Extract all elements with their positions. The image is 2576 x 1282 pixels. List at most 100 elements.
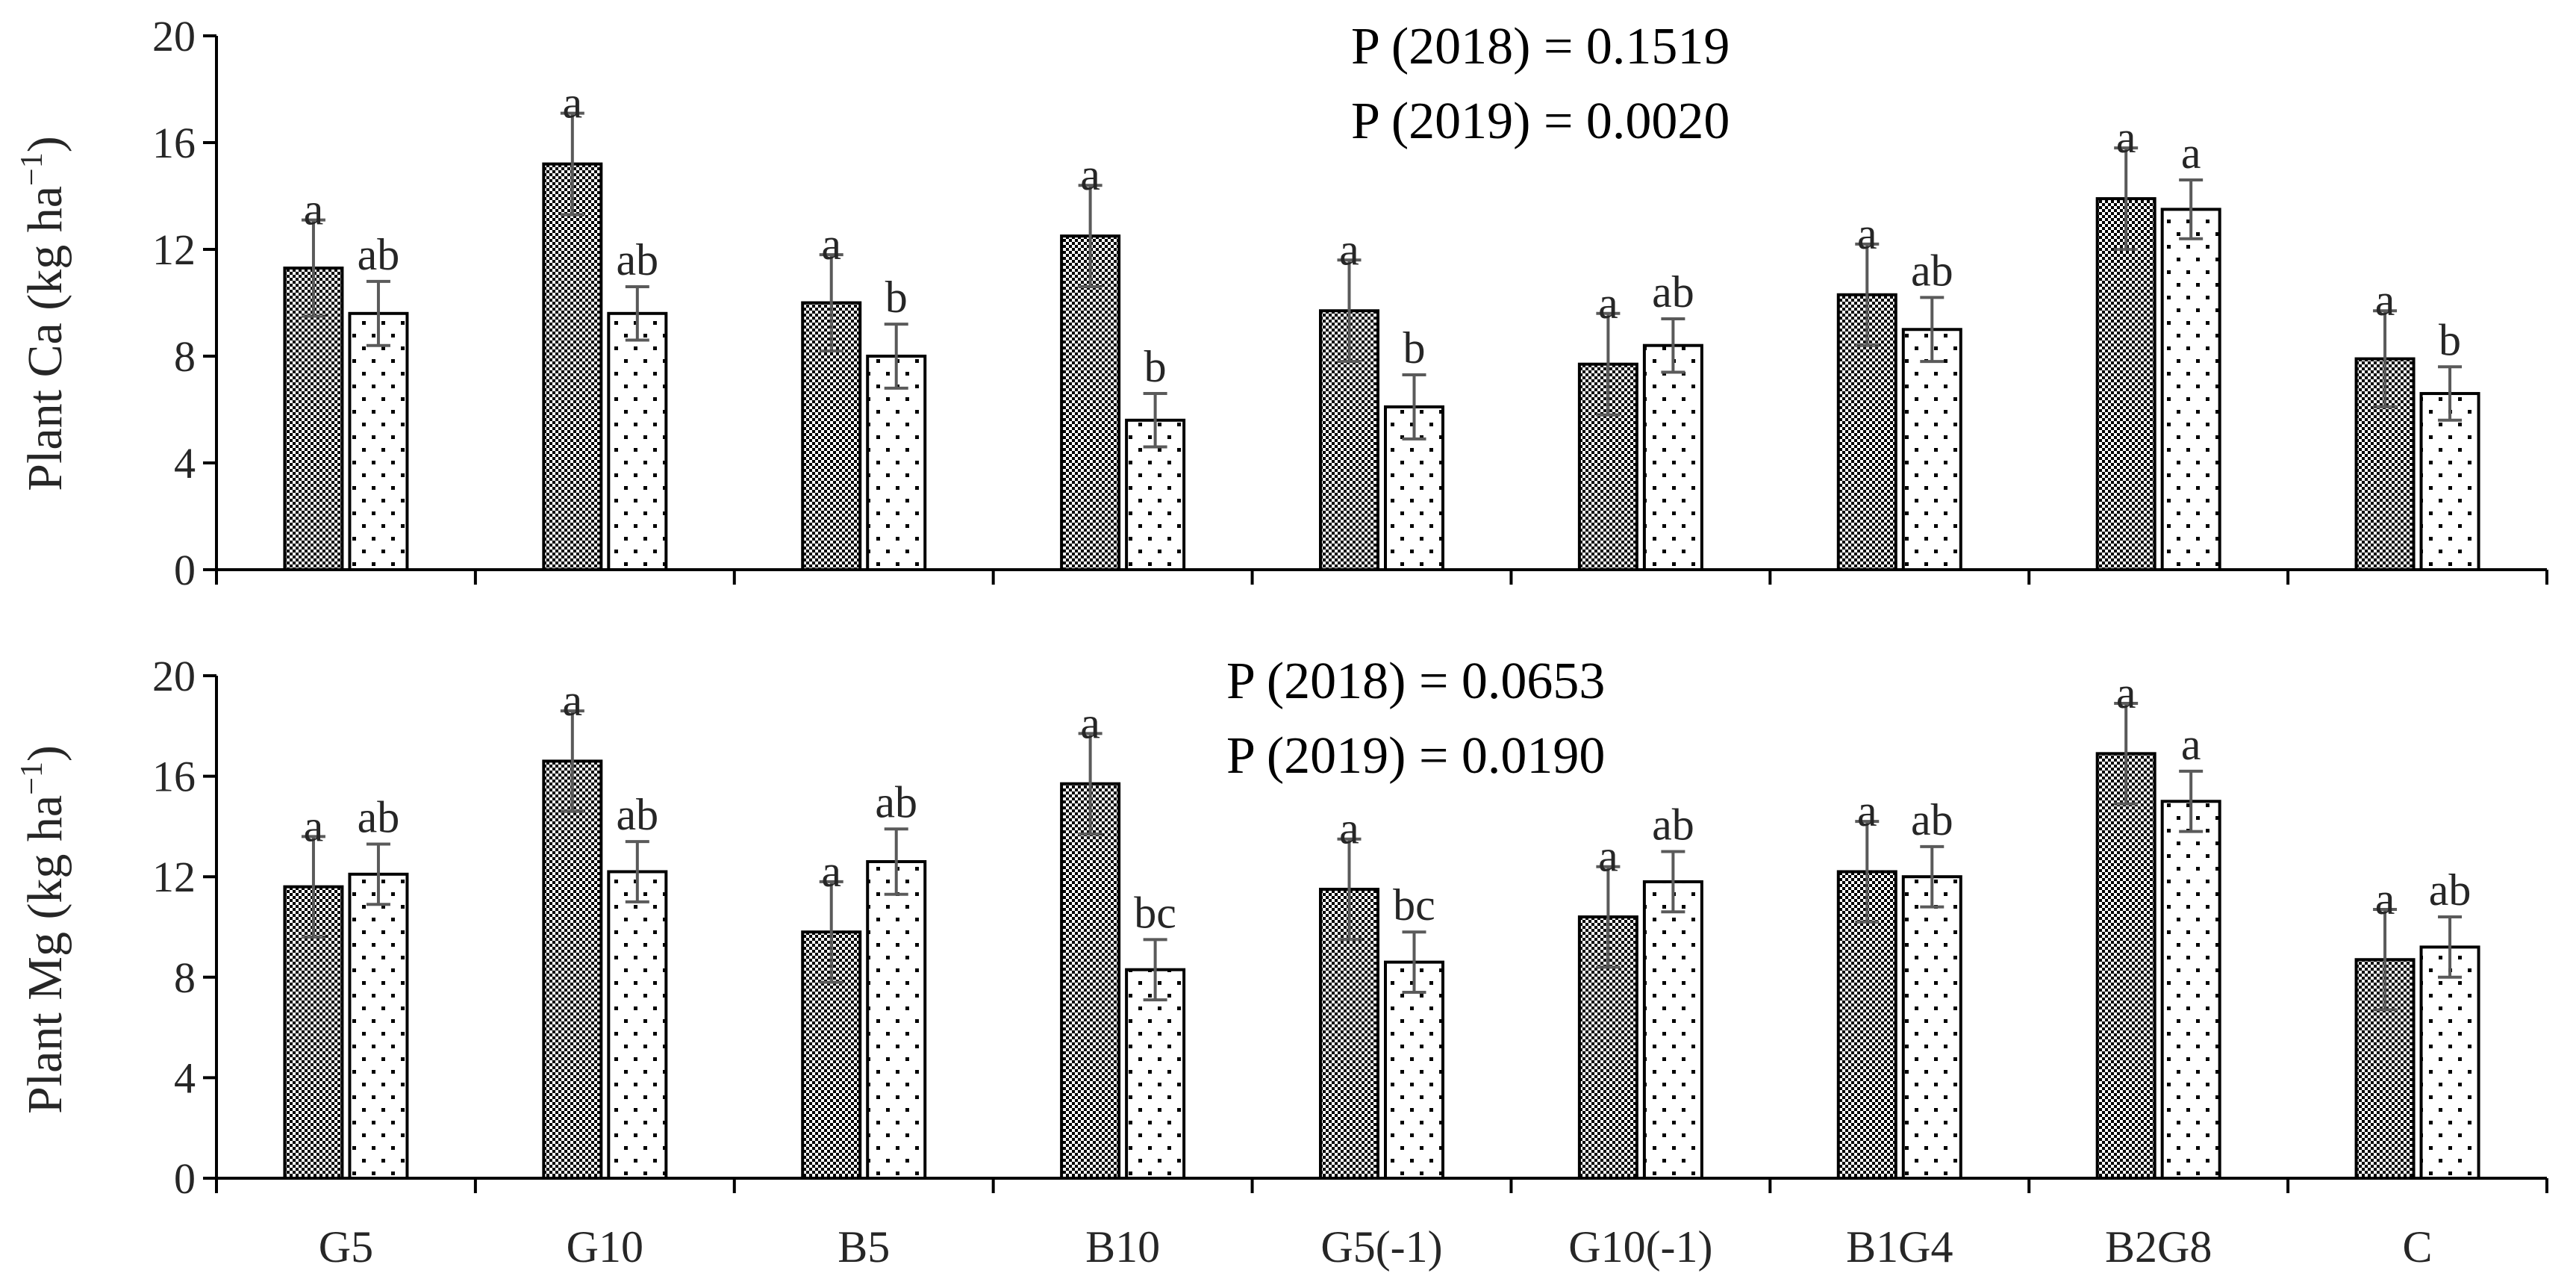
y-tick-label: 4 [174,439,196,488]
x-tick-label-B2G8: B2G8 [2105,1222,2212,1272]
bar-2019-G10(-1) [1642,880,1703,1180]
significance-letter-2019-G5: ab [358,792,400,841]
significance-letter-2018-B5: a [821,847,841,896]
y-tick-label: 16 [152,119,196,167]
significance-letter-2019-B5: ab [875,777,917,827]
significance-letter-2018-C: a [2375,276,2395,325]
significance-letter-2019-G5(-1): bc [1393,880,1435,930]
y-tick-label: 0 [174,1154,196,1203]
x-tick-label-B10: B10 [1085,1222,1160,1272]
axes: 0 4 8 12 16 20 [152,652,2548,1203]
bar-group [283,111,2480,572]
bar-2019-C [2419,945,2480,1180]
y-tick-label: 20 [152,652,196,700]
significance-letter-2019-G5: ab [358,230,400,279]
bar-2018-G10 [542,162,603,572]
significance-letter-2018-B2G8: a [2116,113,2136,162]
bar-2019-B10 [1125,968,1186,1180]
significance-letter-2019-G5(-1): b [1403,323,1426,373]
significance-letter-2018-B2G8: a [2116,668,2136,718]
significance-letter-2018-G5: a [304,185,324,234]
y-axis-title-superscript: −1 [15,152,49,186]
bar-2018-B1G4 [1836,293,1897,571]
significance-letter-2019-C: b [2439,315,2461,364]
significance-letter-2018-B1G4: a [1857,209,1877,258]
significance-letter-2019-C: ab [2429,865,2471,915]
y-tick-label: 16 [152,753,196,801]
significance-letter-2019-G10(-1): ab [1652,800,1694,850]
significance-letter-2019-B1G4: ab [1911,795,1953,844]
bar-2018-G5 [283,267,344,571]
bar-2019-B1G4 [1901,875,1962,1180]
bar-2018-B2G8 [2095,197,2156,571]
significance-letter-2018-B5: a [821,220,841,269]
y-tick-label: 8 [174,953,196,1002]
y-axis-title-close: ) [18,745,72,762]
bar-group [283,702,2480,1180]
p-value-2018: P (2018) = 0.1519 [1351,18,1730,75]
y-tick-label: 8 [174,332,196,381]
x-tick-label-B5: B5 [838,1222,890,1272]
axes: 0 4 8 12 16 20 [152,12,2548,594]
significance-letter-2019-B2G8: a [2181,128,2201,178]
significance-letter-2019-B10: bc [1134,888,1176,937]
bar-2018-G10 [542,759,603,1180]
significance-letter-2018-B10: a [1080,150,1100,199]
y-axis-title-superscript: −1 [15,762,49,795]
bar-2019-G5 [348,872,409,1180]
bar-2019-G10 [607,311,668,571]
significance-letter-2019-G10(-1): ab [1652,267,1694,317]
bar-2019-B1G4 [1901,328,1962,571]
bar-2019-B2G8 [2160,208,2221,571]
significance-letter-2018-C: a [2375,874,2395,924]
x-tick-label-C: C [2403,1222,2433,1272]
significance-letter-2019-G10: ab [617,790,659,839]
bar-2018-B2G8 [2095,752,2156,1180]
significance-letter-2018-B1G4: a [1857,786,1877,836]
significance-letter-2018-G10(-1): a [1598,279,1618,328]
bar-2019-G5 [348,311,409,571]
bar-2019-C [2419,392,2480,571]
significance-letter-2018-G5: a [304,801,324,850]
y-tick-label: 12 [152,853,196,901]
bar-2019-B5 [866,355,927,571]
p-value-2018: P (2018) = 0.0653 [1226,653,1605,710]
bar-2019-B2G8 [2160,800,2221,1180]
significance-letter-2018-G10: a [563,676,583,725]
y-tick-label: 12 [152,225,196,274]
y-tick-label: 4 [174,1054,196,1102]
significance-letter-2019-G10: ab [617,235,659,284]
p-value-2019: P (2019) = 0.0190 [1226,727,1605,785]
bar-2019-G10 [607,870,668,1180]
significance-letter-2019-B1G4: ab [1911,246,1953,295]
x-tick-label-G10(-1): G10(-1) [1568,1222,1712,1272]
y-axis-title-close: ) [18,136,72,152]
bar-2019-G5(-1) [1384,960,1444,1180]
bar-2018-B1G4 [1836,870,1897,1180]
y-axis-title: Plant Ca (kg ha−1) [15,136,72,491]
x-tick-label-G10: G10 [567,1222,643,1272]
y-tick-label: 20 [152,12,196,60]
significance-letter-2018-G5(-1): a [1339,804,1359,853]
bar-2018-B10 [1060,782,1121,1180]
significance-letter-2018-G5(-1): a [1339,225,1359,274]
significance-letter-2018-B10: a [1080,698,1100,747]
bar-2019-G10(-1) [1642,343,1703,571]
p-value-2019: P (2019) = 0.0020 [1351,93,1730,150]
significance-letter-2019-B2G8: a [2181,720,2201,769]
x-tick-label-B1G4: B1G4 [1846,1222,1953,1272]
significance-letter-2019-B5: b [885,273,908,322]
x-tick-label-G5: G5 [319,1222,373,1272]
significance-letter-2018-G10(-1): a [1598,832,1618,881]
x-axis-category-labels: G5 G10 B5 B10 G5(-1) G10(-1) B1G4 B2G8 C [319,1222,2433,1272]
y-tick-label: 0 [174,546,196,594]
significance-letter-2019-B10: b [1144,342,1167,391]
x-tick-label-G5(-1): G5(-1) [1320,1222,1442,1272]
bar-2018-B10 [1060,234,1121,571]
bar-2019-B5 [866,860,927,1180]
